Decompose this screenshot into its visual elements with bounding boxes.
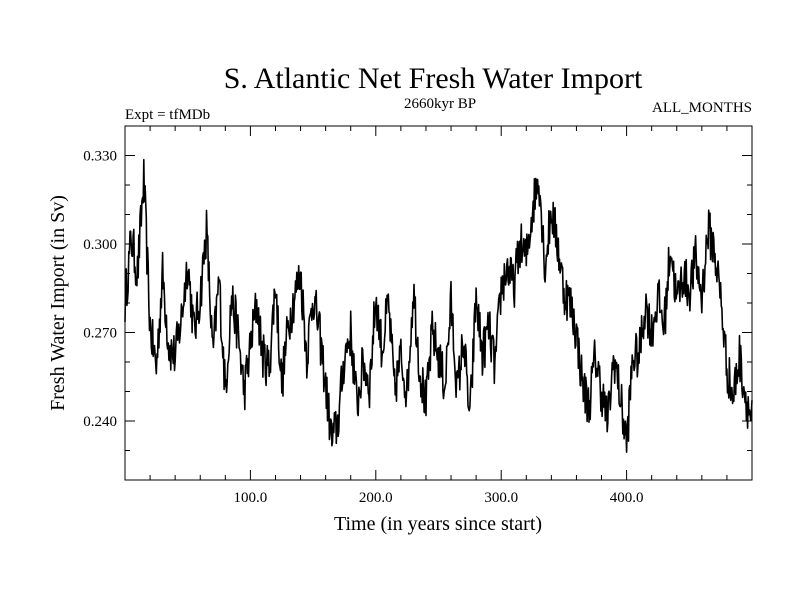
y-axis-label: Fresh Water Import (in Sv)	[47, 195, 69, 411]
series-line	[124, 158, 753, 453]
x-tick-label: 300.0	[484, 490, 518, 506]
plot-frame	[124, 125, 753, 481]
y-tick-label: 0.330	[83, 149, 117, 165]
y-tick-labels: 0.240 0.270 0.300 0.330	[83, 149, 117, 431]
y-tick-label: 0.240	[83, 414, 117, 430]
x-axis-label: Time (in years since start)	[334, 513, 542, 535]
y-tick-label: 0.270	[83, 326, 117, 342]
experiment-label: Expt = tfMDb	[125, 107, 210, 123]
x-tick-labels: 100.0 200.0 300.0 400.0	[234, 490, 644, 506]
chart-title: S. Atlantic Net Fresh Water Import	[224, 62, 643, 95]
x-tick-label: 400.0	[610, 490, 644, 506]
x-tick-label: 100.0	[234, 490, 268, 506]
chart-subtitle: 2660kyr BP	[404, 96, 476, 112]
x-tick-label: 200.0	[359, 490, 393, 506]
axis-ticks	[125, 126, 752, 480]
months-label: ALL_MONTHS	[652, 100, 752, 116]
y-tick-label: 0.300	[83, 237, 117, 253]
data-series	[124, 158, 753, 453]
